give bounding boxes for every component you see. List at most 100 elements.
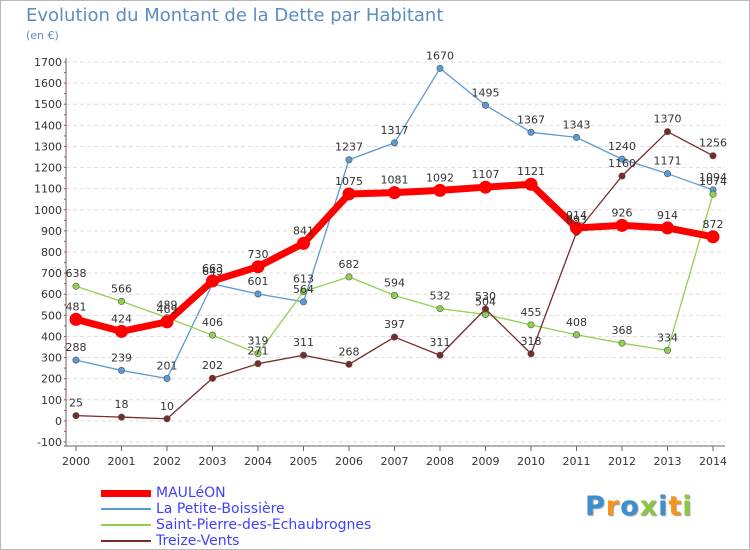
x-tick-label: 2012	[608, 455, 636, 468]
legend-label: Saint-Pierre-des-Echaubrognes	[156, 517, 372, 533]
data-label: 649	[202, 265, 223, 278]
data-label: 1160	[608, 157, 636, 170]
legend-swatch	[101, 540, 151, 542]
data-label: 1094	[699, 171, 727, 184]
data-point	[299, 287, 307, 295]
data-label: 1237	[335, 141, 363, 154]
data-point	[72, 282, 80, 290]
y-tick-label: 500	[41, 309, 62, 322]
y-tick-label: 1300	[34, 140, 62, 153]
data-label: 1670	[426, 49, 454, 62]
y-tick-label: 700	[41, 267, 62, 280]
data-label: 368	[612, 324, 633, 337]
data-label: 334	[657, 331, 678, 344]
data-label: 408	[566, 316, 587, 329]
data-label: 311	[293, 336, 314, 349]
data-label: 424	[111, 312, 132, 325]
data-label: 271	[248, 345, 269, 358]
data-point	[388, 186, 401, 200]
data-label: 318	[521, 335, 542, 348]
data-label: 1370	[654, 113, 682, 126]
data-point	[118, 366, 126, 374]
y-tick-label: 1400	[34, 119, 62, 132]
chart-subtitle: (en €)	[26, 29, 59, 42]
data-point	[436, 351, 444, 359]
x-tick-label: 2008	[426, 455, 454, 468]
legend-swatch	[101, 490, 151, 497]
x-tick-label: 2011	[563, 455, 591, 468]
data-label: 489	[157, 299, 178, 312]
y-tick-label: 1000	[34, 204, 62, 217]
data-label: 481	[66, 300, 87, 313]
data-point	[209, 374, 217, 382]
data-point	[72, 412, 80, 420]
data-label: 397	[384, 318, 405, 331]
data-point	[72, 356, 80, 364]
x-tick-label: 2004	[244, 455, 272, 468]
data-point	[345, 273, 353, 281]
chart-title: Evolution du Montant de la Dette par Hab…	[26, 5, 444, 26]
y-tick-label: 200	[41, 373, 62, 386]
data-point	[163, 415, 171, 423]
x-tick-label: 2007	[381, 455, 409, 468]
data-label: 566	[111, 282, 132, 295]
data-label: 25	[69, 397, 83, 410]
data-point	[663, 170, 671, 178]
data-label: 1171	[654, 155, 682, 168]
y-tick-label: -100	[37, 436, 62, 449]
data-point	[618, 339, 626, 347]
data-point	[706, 230, 720, 244]
data-point	[251, 260, 265, 274]
legend-swatch	[101, 508, 151, 510]
data-point	[527, 128, 535, 136]
data-label: 1343	[563, 118, 591, 131]
data-point	[615, 218, 629, 232]
data-point	[345, 360, 353, 368]
x-tick-label: 2006	[335, 455, 363, 468]
data-label: 268	[339, 345, 360, 358]
data-point	[206, 274, 219, 288]
legend-label: La Petite-Boissière	[156, 501, 285, 517]
data-point	[254, 360, 262, 368]
data-label: 730	[248, 248, 269, 261]
data-point	[342, 187, 356, 201]
x-tick-label: 2001	[108, 455, 136, 468]
x-tick-label: 2010	[517, 455, 545, 468]
data-label: 1092	[426, 171, 454, 184]
data-label: 872	[703, 218, 724, 231]
data-label: 601	[248, 275, 269, 288]
data-point	[572, 133, 580, 141]
data-point	[390, 139, 398, 147]
data-point	[572, 331, 580, 339]
data-point	[118, 297, 126, 305]
data-point	[524, 177, 538, 191]
data-point	[390, 291, 398, 299]
data-label: 530	[475, 290, 496, 303]
y-tick-label: 800	[41, 246, 62, 259]
y-tick-label: 100	[41, 394, 62, 407]
data-label: 1256	[699, 137, 727, 150]
data-point	[479, 180, 492, 194]
legend-label: MAULéON	[156, 485, 226, 501]
data-label: 288	[66, 341, 87, 354]
data-label: 1074	[699, 175, 727, 188]
y-tick-label: 600	[41, 288, 62, 301]
data-point	[433, 183, 447, 197]
data-label: 469	[157, 303, 178, 316]
data-label: 564	[293, 283, 314, 296]
y-tick-label: 1200	[34, 162, 62, 175]
data-point	[345, 156, 353, 164]
data-point	[481, 101, 489, 109]
y-tick-label: 1700	[34, 56, 62, 69]
data-label: 239	[111, 351, 132, 364]
data-label: 893	[566, 213, 587, 226]
data-point	[390, 333, 398, 341]
y-tick-label: 900	[41, 225, 62, 238]
proxiti-logo: Proxiti	[585, 491, 693, 522]
data-label: 1121	[517, 165, 545, 178]
data-label: 455	[521, 306, 542, 319]
data-label: 682	[339, 258, 360, 271]
data-label: 914	[657, 209, 678, 222]
data-label: 532	[430, 290, 451, 303]
